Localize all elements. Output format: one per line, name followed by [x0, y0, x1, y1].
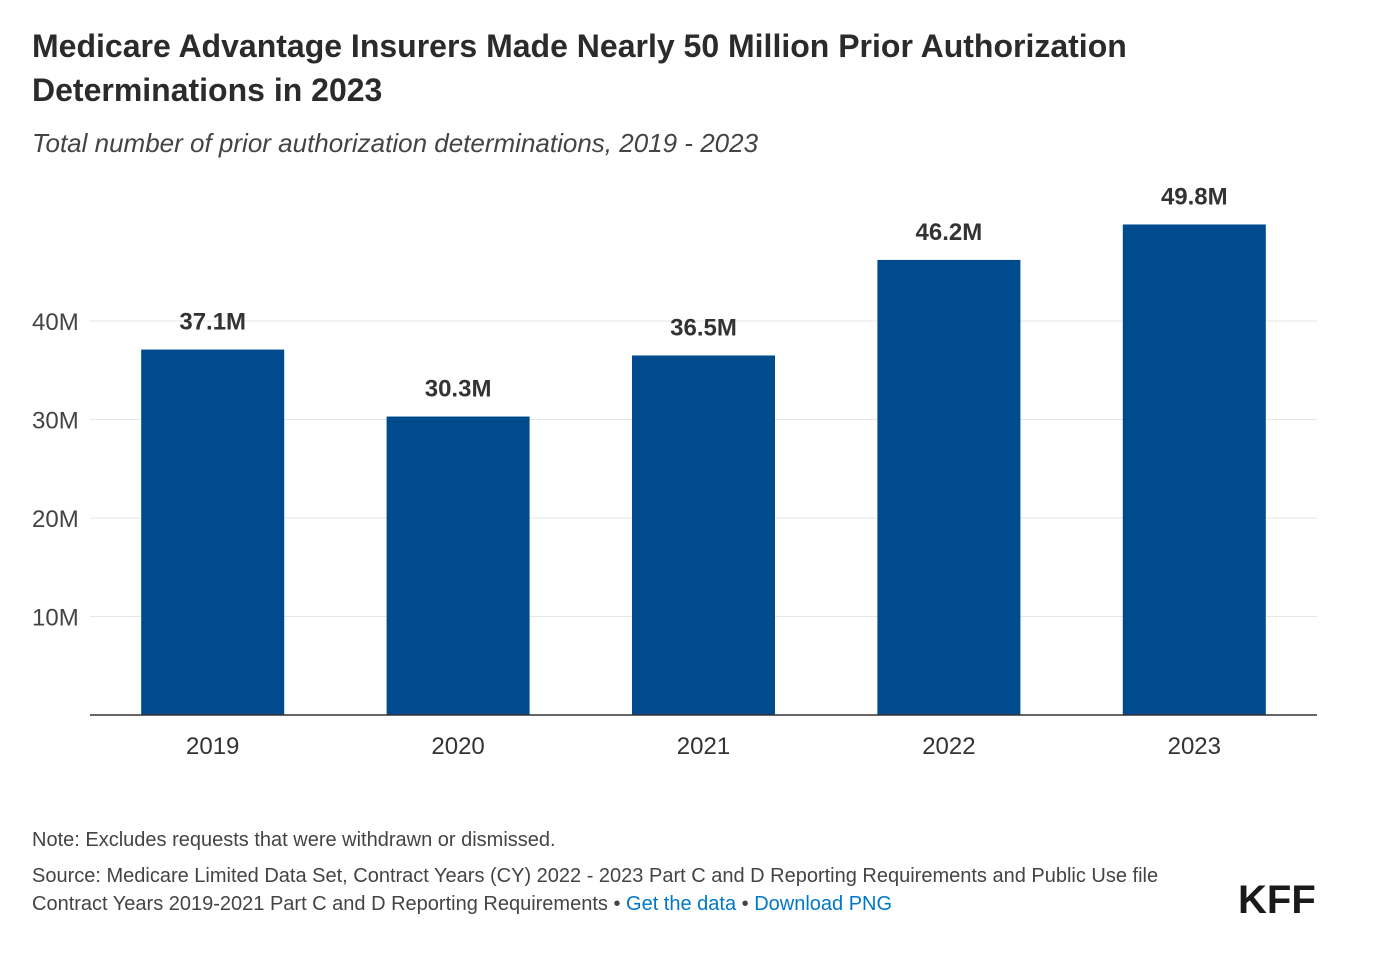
- bar-value-label-2021: 36.5M: [670, 314, 737, 341]
- chart-source-line-2: Contract Years 2019-2021 Part C and D Re…: [32, 890, 1212, 918]
- bar-value-label-2019: 37.1M: [179, 309, 246, 336]
- bar-value-label-2022: 46.2M: [916, 219, 983, 246]
- bars: [141, 224, 1266, 715]
- bar-value-label-2020: 30.3M: [425, 376, 492, 403]
- chart-note: Note: Excludes requests that were withdr…: [32, 829, 556, 851]
- bar-2020: [386, 416, 530, 715]
- y-tick-label: 40M: [32, 309, 79, 336]
- x-tick-label-2023: 2023: [1168, 733, 1221, 760]
- bar-2021: [632, 355, 775, 715]
- bar-2022: [877, 259, 1021, 715]
- separator: •: [607, 893, 627, 915]
- chart-title: Medicare Advantage Insurers Made Nearly …: [32, 28, 1127, 108]
- x-axis: 2019 2020 2021 2022 2023: [186, 733, 1221, 760]
- y-tick-label: 10M: [32, 605, 79, 632]
- chart-footer: Note: Excludes requests that were withdr…: [32, 826, 1212, 918]
- x-tick-label-2022: 2022: [922, 733, 975, 760]
- bar-value-label-2023: 49.8M: [1161, 183, 1228, 210]
- chart-source-line-1: Source: Medicare Limited Data Set, Contr…: [32, 865, 1159, 887]
- x-tick-label-2020: 2020: [431, 733, 484, 760]
- y-axis: 10M 20M 30M 40M: [32, 309, 79, 632]
- bar-2023: [1122, 224, 1266, 715]
- bar-chart: 10M 20M 30M 40M 37.1M 30.3M 36.5M 46.2M 49.8M 2…: [32, 183, 1317, 760]
- kff-logo: KFF: [1238, 878, 1316, 922]
- source-text: Contract Years 2019-2021 Part C and D Re…: [32, 893, 608, 915]
- chart-subtitle: Total number of prior authorization dete…: [32, 128, 759, 158]
- x-tick-label-2021: 2021: [677, 733, 730, 760]
- x-tick-label-2019: 2019: [186, 733, 239, 760]
- separator: •: [736, 893, 755, 915]
- y-tick-label: 20M: [32, 506, 79, 533]
- y-tick-label: 30M: [32, 408, 79, 435]
- get-the-data-link[interactable]: Get the data: [626, 893, 737, 915]
- download-png-link[interactable]: Download PNG: [754, 893, 893, 915]
- bar-value-labels: 37.1M 30.3M 36.5M 46.2M 49.8M: [179, 183, 1227, 402]
- bar-2019: [141, 349, 285, 715]
